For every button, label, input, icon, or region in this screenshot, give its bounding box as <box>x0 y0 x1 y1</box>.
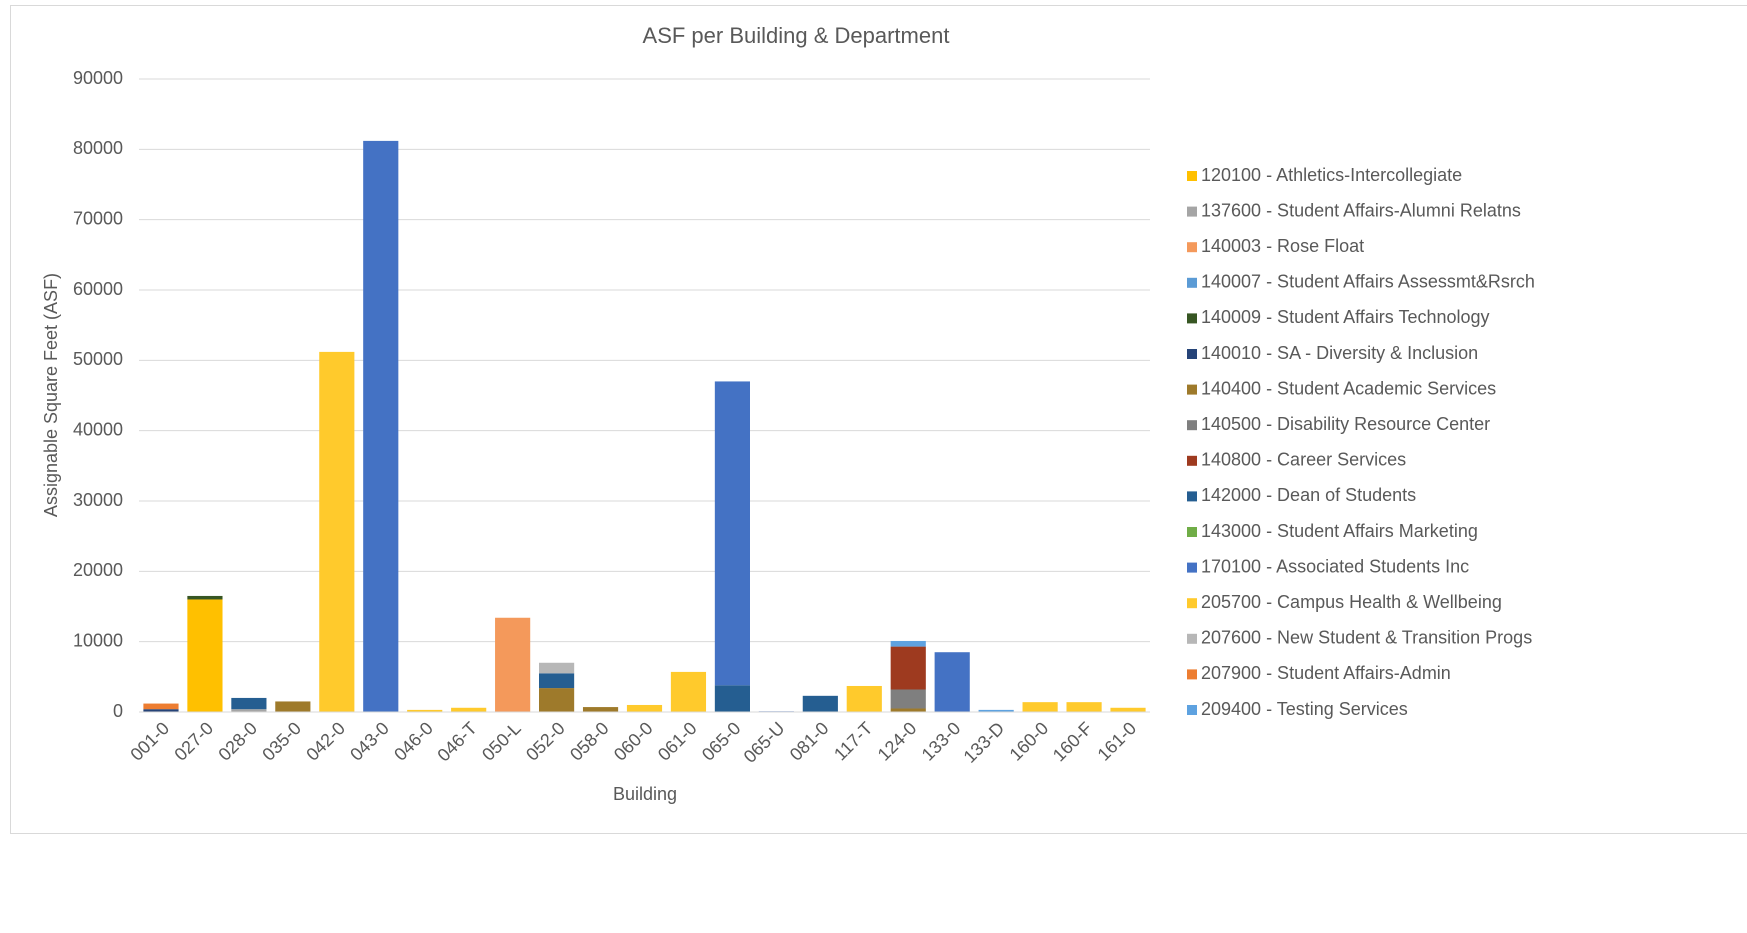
legend-swatch <box>1187 349 1197 359</box>
bar-segment <box>1110 708 1145 712</box>
bar-segment <box>275 701 310 712</box>
y-axis-title: Assignable Square Feet (ASF) <box>41 273 61 517</box>
bar-segment <box>451 708 486 712</box>
bar-segment <box>143 704 178 710</box>
y-tick-label: 70000 <box>73 208 123 228</box>
bar-segment <box>187 596 222 600</box>
legend-label: 207900 - Student Affairs-Admin <box>1201 663 1451 683</box>
legend-label: 120100 - Athletics-Intercollegiate <box>1201 165 1462 185</box>
y-tick-label: 40000 <box>73 419 123 439</box>
bar-segment <box>583 707 618 712</box>
legend-swatch <box>1187 456 1197 466</box>
legend-label: 140800 - Career Services <box>1201 450 1406 470</box>
legend-swatch <box>1187 634 1197 644</box>
bar-segment <box>715 381 750 685</box>
legend-label: 140010 - SA - Diversity & Inclusion <box>1201 343 1478 363</box>
y-tick-label: 80000 <box>73 138 123 158</box>
legend-label: 137600 - Student Affairs-Alumni Relatns <box>1201 200 1521 220</box>
legend-swatch <box>1187 207 1197 217</box>
bar-segment <box>539 673 574 688</box>
legend-label: 205700 - Campus Health & Wellbeing <box>1201 592 1502 612</box>
bar-segment <box>935 652 970 712</box>
legend-swatch <box>1187 669 1197 679</box>
bar-segment <box>715 685 750 712</box>
bar-segment <box>1023 702 1058 712</box>
legend-swatch <box>1187 385 1197 395</box>
bar-segment <box>891 708 926 712</box>
x-axis-title: Building <box>613 784 677 804</box>
y-tick-label: 30000 <box>73 490 123 510</box>
y-tick-label: 60000 <box>73 279 123 299</box>
legend-label: 140007 - Student Affairs Assessmt&Rsrch <box>1201 272 1535 292</box>
legend-swatch <box>1187 242 1197 252</box>
y-tick-label: 20000 <box>73 560 123 580</box>
legend-swatch <box>1187 563 1197 573</box>
bar-segment <box>539 688 574 712</box>
bar-segment <box>1066 702 1101 712</box>
bar-segment <box>319 352 354 712</box>
bar-segment <box>891 641 926 647</box>
y-tick-label: 50000 <box>73 349 123 369</box>
bar-segment <box>891 647 926 690</box>
legend-label: 140003 - Rose Float <box>1201 236 1364 256</box>
bar-segment <box>803 696 838 712</box>
legend-label: 143000 - Student Affairs Marketing <box>1201 521 1478 541</box>
bar-segment <box>495 618 530 712</box>
legend-swatch <box>1187 313 1197 323</box>
legend-label: 140400 - Student Academic Services <box>1201 378 1496 398</box>
bar-segment <box>891 689 926 708</box>
y-tick-label: 0 <box>113 701 123 721</box>
legend-label: 140009 - Student Affairs Technology <box>1201 307 1490 327</box>
legend-swatch <box>1187 278 1197 288</box>
bar-segment <box>847 686 882 712</box>
chart-title: ASF per Building & Department <box>643 23 950 48</box>
legend-swatch <box>1187 420 1197 430</box>
y-tick-label: 90000 <box>73 68 123 88</box>
bar-segment <box>363 141 398 712</box>
legend-label: 209400 - Testing Services <box>1201 699 1408 719</box>
legend-label: 170100 - Associated Students Inc <box>1201 556 1469 576</box>
legend-swatch <box>1187 598 1197 608</box>
legend-swatch <box>1187 527 1197 537</box>
legend-swatch <box>1187 491 1197 501</box>
bar-segment <box>671 672 706 712</box>
legend-swatch <box>1187 171 1197 181</box>
legend-swatch <box>1187 705 1197 715</box>
legend-label: 207600 - New Student & Transition Progs <box>1201 628 1532 648</box>
legend-label: 140500 - Disability Resource Center <box>1201 414 1490 434</box>
bar-segment <box>187 599 222 712</box>
bar-segment <box>231 698 266 709</box>
bar-segment <box>627 705 662 712</box>
legend-label: 142000 - Dean of Students <box>1201 485 1416 505</box>
bar-segment <box>539 663 574 674</box>
y-tick-label: 10000 <box>73 630 123 650</box>
